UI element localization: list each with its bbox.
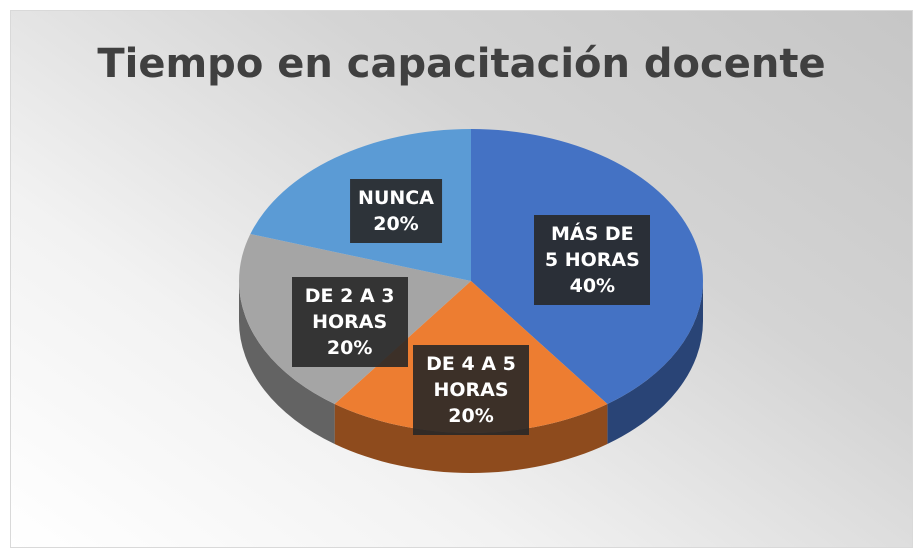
data-label: NUNCA 20% [350,179,442,244]
data-label-category: DE 4 A 5 HORAS [426,352,516,401]
data-label-category: NUNCA [358,187,434,210]
data-label-value: 40% [569,275,616,298]
data-label: DE 2 A 3 HORAS 20% [291,276,408,367]
slice-side [607,281,703,444]
data-label-category: MÁS DE 5 HORAS [544,223,640,272]
chart-title: Tiempo en capacitación docente [97,41,826,87]
data-label: DE 4 A 5 HORAS 20% [413,344,529,435]
pie-plot [238,129,703,473]
data-label: MÁS DE 5 HORAS 40% [534,215,651,306]
data-label-value: 20% [373,213,419,236]
data-label-value: 20% [448,404,494,427]
slice-side [239,281,335,444]
data-label-value: 20% [326,336,373,359]
chart: Tiempo en capacitación docente MÁS DE 5 … [10,10,913,548]
slice-side [334,403,608,473]
data-label-category: DE 2 A 3 HORAS [304,284,395,333]
